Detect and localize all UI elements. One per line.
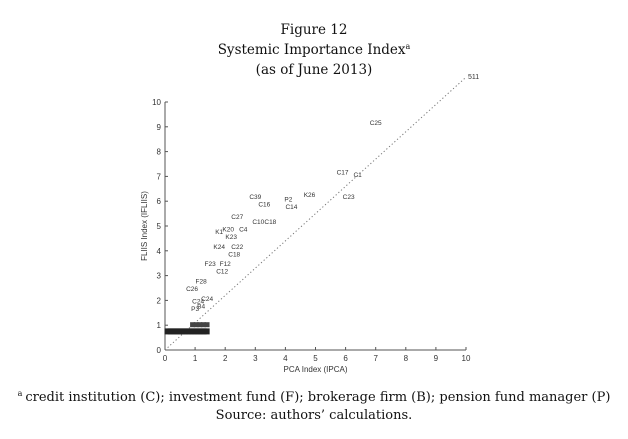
point-label: P3 bbox=[191, 306, 199, 313]
y-tick-label: 6 bbox=[157, 197, 162, 206]
point-label: C22 bbox=[231, 244, 243, 251]
point-label: C4 bbox=[239, 226, 248, 233]
y-axis-label: FLIIS Index (IFLIIS) bbox=[140, 191, 149, 261]
point-label: K20 bbox=[222, 226, 234, 233]
x-tick-label: 5 bbox=[313, 354, 318, 363]
y-tick-label: 4 bbox=[157, 247, 162, 256]
point-label: F28 bbox=[196, 279, 208, 286]
point-label: F12 bbox=[220, 261, 232, 268]
y-tick-label: 10 bbox=[152, 98, 161, 107]
y-tick-label: 3 bbox=[157, 272, 162, 281]
y-tick-label: 0 bbox=[157, 346, 162, 355]
point-label: C18 bbox=[228, 251, 240, 258]
point-label: P2 bbox=[284, 197, 292, 204]
low-value-cluster bbox=[164, 322, 210, 335]
point-label: C23 bbox=[343, 194, 355, 201]
cluster-mark bbox=[197, 322, 203, 328]
footnote: a credit institution (C); investment fund… bbox=[0, 389, 628, 405]
x-tick-label: 6 bbox=[343, 354, 348, 363]
y-tick-label: 7 bbox=[157, 172, 162, 181]
point-label: C25 bbox=[370, 120, 382, 127]
cluster-mark bbox=[197, 328, 204, 335]
cluster-mark bbox=[203, 328, 210, 335]
point-label: B4 bbox=[197, 303, 205, 310]
point-label: K1 bbox=[215, 229, 223, 236]
figure-number: Figure 12 bbox=[280, 22, 348, 38]
point-label: C18 bbox=[264, 219, 276, 226]
chart-axes: 0 1 2 3 4 5 6 7 8 9 10 0 1 2 3 4 5 6 7 8 9 10 PCA Index (IPCA)… bbox=[140, 98, 471, 374]
x-tick-label: 3 bbox=[253, 354, 258, 363]
x-tick-label: 0 bbox=[163, 354, 168, 363]
point-label: K24 bbox=[213, 244, 225, 251]
point-label: C14 bbox=[285, 204, 297, 211]
source-note: Source: authors’ calculations. bbox=[215, 408, 413, 423]
cluster-mark bbox=[182, 328, 189, 335]
reference-line-group: 511 bbox=[164, 74, 479, 351]
cluster-mark bbox=[200, 328, 207, 335]
x-tick-label: 9 bbox=[434, 354, 439, 363]
cluster-mark bbox=[176, 328, 183, 335]
cluster-mark bbox=[191, 328, 198, 335]
y-tick-label: 8 bbox=[157, 148, 162, 157]
x-tick-label: 7 bbox=[373, 354, 378, 363]
cluster-mark bbox=[170, 328, 177, 335]
figure-title-text: Systemic Importance Index bbox=[217, 42, 406, 58]
point-label: C1 bbox=[353, 172, 362, 179]
cluster-mark bbox=[193, 322, 199, 328]
cluster-mark bbox=[173, 328, 180, 335]
x-tick-label: 8 bbox=[404, 354, 409, 363]
cluster-mark bbox=[167, 328, 174, 335]
point-label: K23 bbox=[225, 234, 237, 241]
cluster-mark bbox=[188, 328, 195, 335]
footnote-text: credit institution (C); investment fund … bbox=[25, 390, 611, 405]
point-label: C24 bbox=[201, 296, 213, 303]
footnote-marker: a bbox=[17, 389, 23, 398]
x-tick-label: 4 bbox=[283, 354, 288, 363]
y-tick-label: 2 bbox=[157, 296, 162, 305]
cluster-mark bbox=[164, 328, 171, 335]
reference-line-label: 511 bbox=[468, 74, 479, 81]
point-label: C16 bbox=[258, 202, 270, 209]
point-label: C12 bbox=[216, 269, 228, 276]
point-label: C17 bbox=[337, 169, 349, 176]
x-tick-label: 10 bbox=[462, 354, 471, 363]
figure-date: (as of June 2013) bbox=[255, 62, 373, 78]
point-label: F23 bbox=[205, 261, 217, 268]
y-tick-label: 5 bbox=[157, 222, 162, 231]
cluster-mark bbox=[194, 328, 201, 335]
point-label: C10 bbox=[252, 219, 264, 226]
point-label: C26 bbox=[186, 286, 198, 293]
point-label: C27 bbox=[231, 214, 243, 221]
point-label: C24 bbox=[192, 298, 204, 305]
y-tick-label: 1 bbox=[157, 321, 162, 330]
cluster-mark bbox=[200, 322, 206, 328]
x-tick-label: 2 bbox=[223, 354, 228, 363]
cluster-mark bbox=[204, 322, 210, 328]
point-label: C39 bbox=[249, 194, 261, 201]
point-label: K26 bbox=[304, 192, 316, 199]
x-axis-label: PCA Index (IPCA) bbox=[283, 365, 347, 374]
x-tick-label: 1 bbox=[193, 354, 198, 363]
reference-line bbox=[164, 76, 467, 351]
cluster-mark bbox=[179, 328, 186, 335]
figure-title-marker: a bbox=[405, 42, 411, 51]
figure-title: Systemic Importance Indexa bbox=[0, 42, 628, 58]
y-tick-label: 9 bbox=[157, 123, 162, 132]
cluster-mark bbox=[190, 322, 196, 328]
cluster-mark bbox=[185, 328, 192, 335]
